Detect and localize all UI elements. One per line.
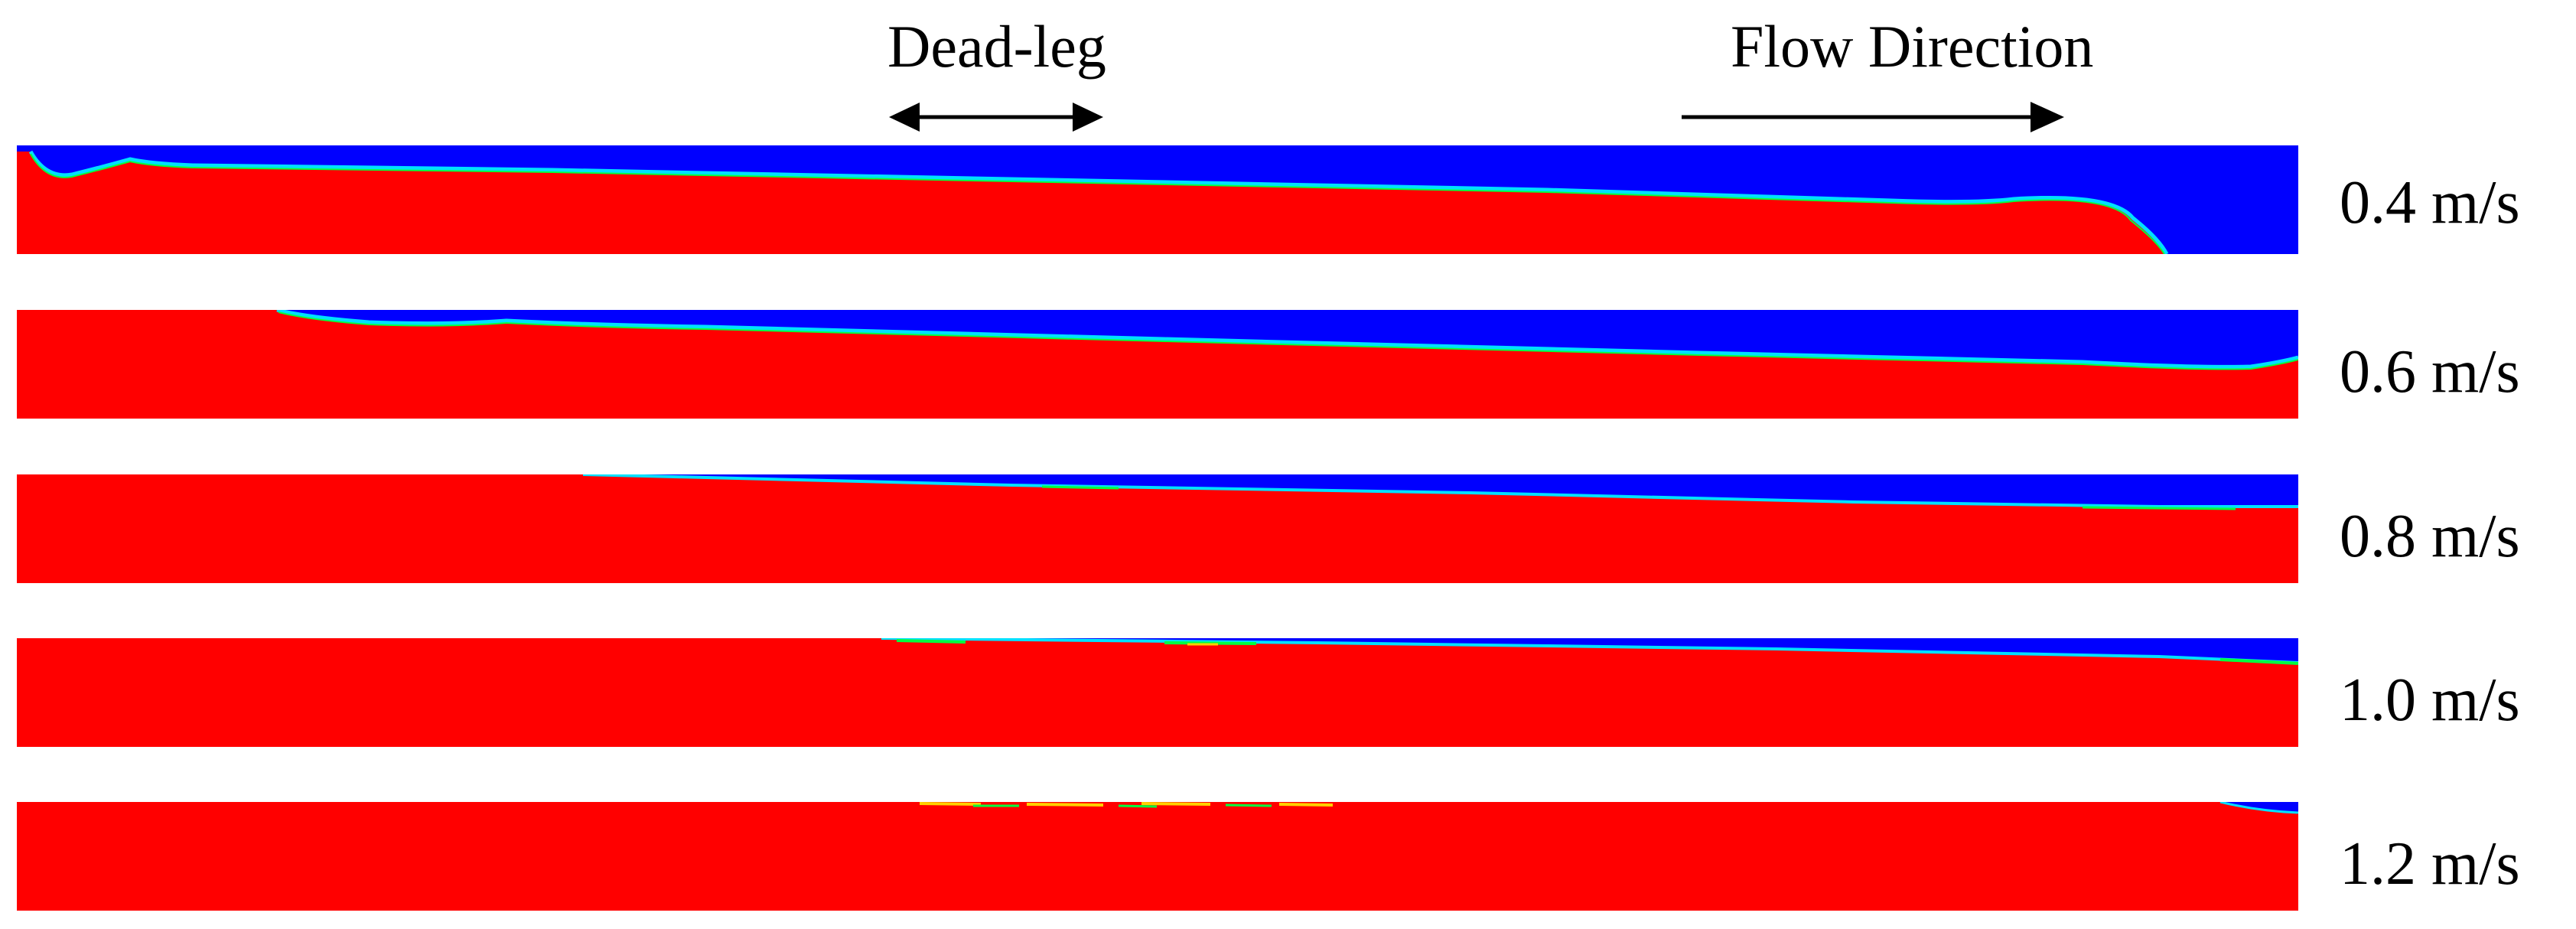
flow-direction-label: Flow Direction — [1731, 13, 2094, 80]
contour-panel-1 — [17, 310, 2298, 419]
liquid-region — [17, 152, 2167, 254]
interface-line-inner — [1041, 485, 2236, 510]
velocity-label-3: 1.0 m/s — [2340, 667, 2520, 734]
velocity-label-1: 0.6 m/s — [2340, 338, 2520, 406]
gas-region — [2220, 802, 2298, 813]
panel-background — [17, 802, 2298, 911]
interface-line-inner — [973, 804, 1272, 808]
velocity-label-0: 0.4 m/s — [2340, 169, 2520, 236]
interface-line — [582, 474, 2298, 508]
liquid-region — [17, 638, 2298, 747]
contour-panel-0 — [17, 145, 2298, 254]
interface-line — [2219, 802, 2298, 814]
interface-line — [28, 150, 2169, 254]
interface-line-inner — [30, 153, 2165, 254]
flow-direction-arrow-icon — [1682, 102, 2064, 132]
interface-line — [881, 638, 2298, 664]
velocity-label-2: 0.8 m/s — [2340, 503, 2520, 570]
velocity-label-4: 1.2 m/s — [2340, 830, 2520, 898]
contour-panel-4 — [17, 802, 2298, 911]
liquid-region — [17, 474, 2298, 583]
contour-panel-3 — [17, 638, 2298, 747]
contour-panel-2 — [17, 474, 2298, 583]
dead-leg-label: Dead-leg — [887, 13, 1106, 80]
liquid-region — [17, 310, 2298, 419]
interface-line-inner — [278, 311, 2298, 370]
interface-line — [276, 310, 2298, 369]
dead-leg-double-arrow-icon — [889, 103, 1103, 132]
interface-highlight — [919, 802, 1334, 807]
